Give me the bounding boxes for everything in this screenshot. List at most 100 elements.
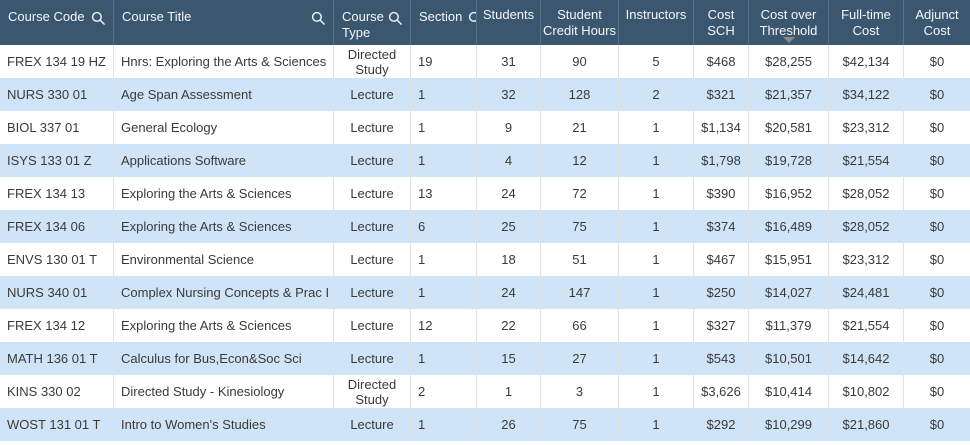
search-icon[interactable] [388, 11, 403, 26]
search-icon[interactable] [91, 11, 106, 26]
cell-adjunct-cost: $0 [929, 54, 945, 69]
cell-instructors: 1 [619, 276, 694, 309]
cell-course-code: MATH 136 01 T [0, 342, 114, 375]
cell-cost-over-threshold: $11,379 [749, 309, 829, 342]
cell-students: 24 [477, 177, 541, 210]
column-header-label: Course Title [122, 9, 192, 24]
table-row[interactable]: FREX 134 13 Exploring the Arts & Sciences… [0, 177, 970, 210]
cell-course-code: WOST 131 01 T [0, 408, 114, 441]
cell-full-time-cost: $23,312 [829, 111, 904, 144]
cell-full-time-cost: $28,052 [829, 210, 904, 243]
cell-course-code: KINS 330 02 [0, 375, 114, 408]
column-header-cost-sch[interactable]: Cost SCH [694, 0, 749, 45]
table-row[interactable]: MATH 136 01 T Calculus for Bus,Econ&Soc S… [0, 342, 970, 375]
cell-course-title: Exploring the Arts & Sciences [114, 210, 334, 243]
cell-full-time-cost: $21,860 [829, 408, 904, 441]
column-header-section[interactable]: Section [411, 0, 477, 45]
table-row[interactable]: NURS 340 01 Complex Nursing Concepts & Pr… [0, 276, 970, 309]
table-row[interactable]: BIOL 337 01 General Ecology Lecture 1 9 21 1 $1… [0, 111, 970, 144]
cell-course-code: NURS 340 01 [0, 276, 114, 309]
cell-full-time-cost: $42,134 [829, 45, 904, 78]
column-header-label: Instructors [625, 7, 687, 22]
search-icon[interactable] [468, 11, 476, 26]
cell-adjunct-cost: $0 [929, 252, 945, 267]
cell-instructors: 1 [619, 144, 694, 177]
cell-cost-over-threshold: $10,414 [749, 375, 829, 408]
cell-course-title: Directed Study - Kinesiology [114, 375, 334, 408]
column-header-student-credit-hours[interactable]: Student Credit Hours [541, 0, 619, 45]
table-row[interactable]: ISYS 133 01 Z Applications Software Lectur… [0, 144, 970, 177]
cell-students: 9 [477, 111, 541, 144]
column-header-label: Cost SCH [707, 7, 735, 38]
column-header-students[interactable]: Students [477, 0, 541, 45]
cell-cost-sch: $1,798 [694, 144, 749, 177]
cell-cost-over-threshold: $16,952 [749, 177, 829, 210]
cell-cost-sch: $250 [694, 276, 749, 309]
cell-student-credit-hours: 128 [541, 78, 619, 111]
cell-course-type: Lecture [334, 276, 411, 309]
cell-section: 13 [411, 177, 477, 210]
cell-cost-sch: $468 [694, 45, 749, 78]
search-icon[interactable] [311, 11, 326, 26]
cell-full-time-cost: $24,481 [829, 276, 904, 309]
cell-course-code: FREX 134 13 [0, 177, 114, 210]
table-row[interactable]: FREX 134 19 HZ Hnrs: Exploring the Arts &… [0, 45, 970, 78]
cell-student-credit-hours: 51 [541, 243, 619, 276]
cell-course-type: Lecture [334, 177, 411, 210]
cell-adjunct-cost: $0 [929, 384, 945, 399]
cell-student-credit-hours: 12 [541, 144, 619, 177]
cell-student-credit-hours: 75 [541, 408, 619, 441]
cell-course-code: FREX 134 19 HZ [0, 45, 114, 78]
column-header-full-time-cost[interactable]: Full-time Cost [829, 0, 904, 45]
table-row[interactable]: KINS 330 02 Directed Study - Kinesiology D… [0, 375, 970, 408]
cell-course-type: Directed Study [334, 45, 411, 78]
cell-course-type: Lecture [334, 210, 411, 243]
column-header-cost-over-threshold[interactable]: Cost over Threshold [749, 0, 829, 45]
cell-students: 24 [477, 276, 541, 309]
cell-section: 1 [411, 408, 477, 441]
table-row[interactable]: NURS 330 01 Age Span Assessment Lecture 1 32… [0, 78, 970, 111]
cell-adjunct-cost: $0 [929, 417, 945, 432]
table-row[interactable]: ENVS 130 01 T Environmental Science Lectur… [0, 243, 970, 276]
cell-full-time-cost: $28,052 [829, 177, 904, 210]
cell-adjunct-cost: $0 [929, 153, 945, 168]
cell-cost-sch: $1,134 [694, 111, 749, 144]
sort-descending-icon [782, 37, 795, 43]
cell-instructors: 1 [619, 309, 694, 342]
cell-section: 1 [411, 342, 477, 375]
cell-instructors: 1 [619, 408, 694, 441]
cell-full-time-cost: $21,554 [829, 309, 904, 342]
cell-course-title: Exploring the Arts & Sciences [114, 309, 334, 342]
cell-instructors: 1 [619, 177, 694, 210]
cell-section: 1 [411, 78, 477, 111]
cell-cost-sch: $374 [694, 210, 749, 243]
cell-course-code: NURS 330 01 [0, 78, 114, 111]
cell-instructors: 1 [619, 342, 694, 375]
column-header-course-code[interactable]: Course Code [0, 0, 114, 45]
column-header-label: Students [482, 7, 535, 22]
cell-cost-sch: $3,626 [694, 375, 749, 408]
table-row[interactable]: WOST 131 01 T Intro to Women's Studies Lec… [0, 408, 970, 441]
table-row[interactable]: FREX 134 12 Exploring the Arts & Sciences… [0, 309, 970, 342]
cell-instructors: 1 [619, 111, 694, 144]
cell-instructors: 2 [619, 78, 694, 111]
column-header-adjunct-cost[interactable]: Adjunct Cost [904, 0, 970, 45]
cell-adjunct-cost: $0 [929, 186, 945, 201]
column-header-course-title[interactable]: Course Title [114, 0, 334, 45]
cell-student-credit-hours: 90 [541, 45, 619, 78]
cell-course-type: Lecture [334, 144, 411, 177]
cell-cost-over-threshold: $28,255 [749, 45, 829, 78]
cell-adjunct-cost: $0 [929, 120, 945, 135]
cell-course-title: Intro to Women's Studies [114, 408, 334, 441]
column-header-instructors[interactable]: Instructors [619, 0, 694, 45]
cell-course-code: FREX 134 06 [0, 210, 114, 243]
cell-cost-over-threshold: $19,728 [749, 144, 829, 177]
column-header-course-type[interactable]: Course Type [334, 0, 411, 45]
table-row[interactable]: FREX 134 06 Exploring the Arts & Sciences… [0, 210, 970, 243]
cell-course-type: Lecture [334, 243, 411, 276]
cell-course-title: Age Span Assessment [114, 78, 334, 111]
column-header-label: Course Code [8, 9, 85, 24]
cell-course-code: BIOL 337 01 [0, 111, 114, 144]
cell-student-credit-hours: 3 [541, 375, 619, 408]
cell-students: 18 [477, 243, 541, 276]
